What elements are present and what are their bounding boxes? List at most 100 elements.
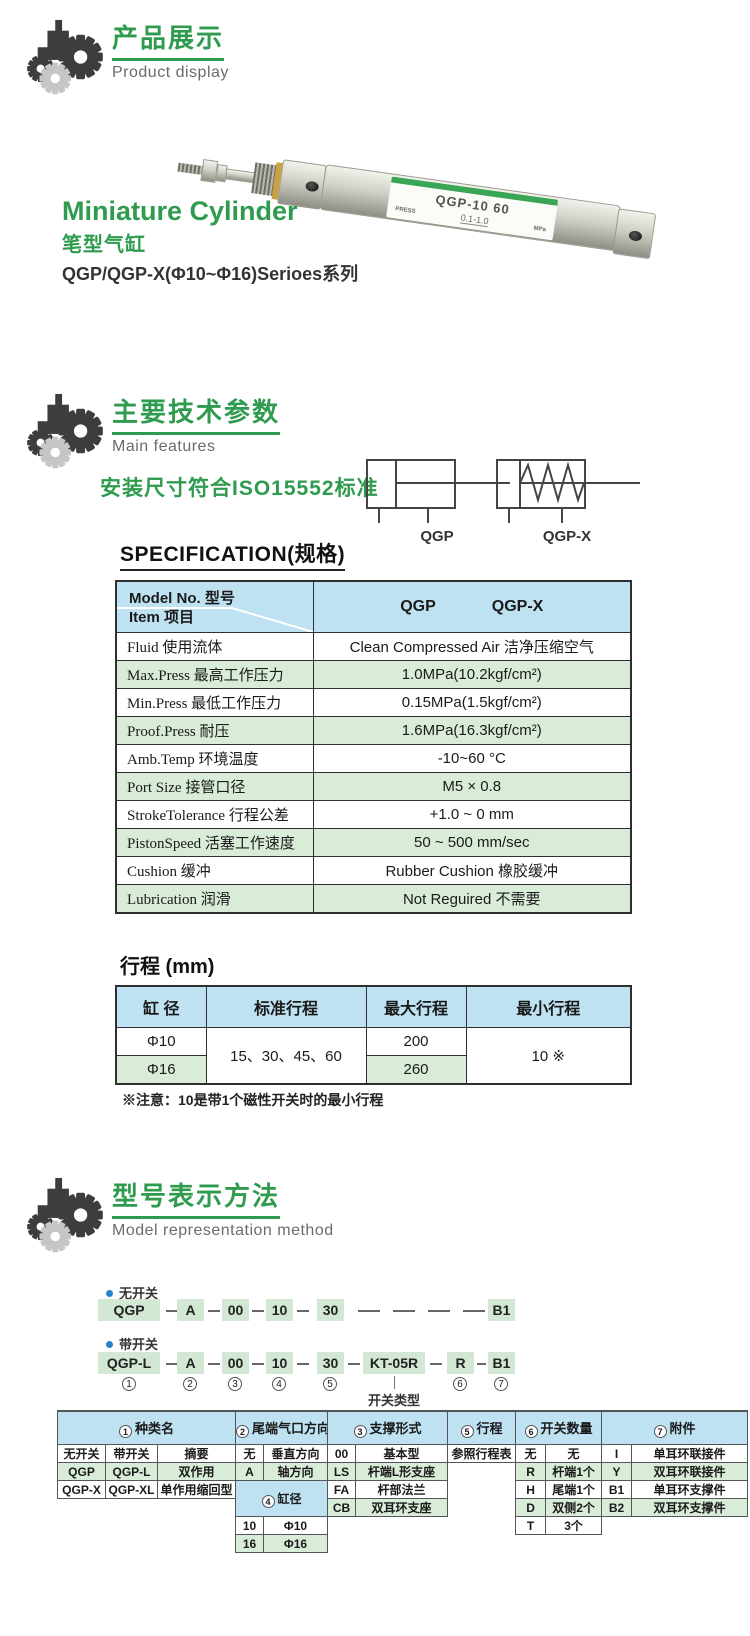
spec-value: Not Reguired 不需要 (312, 884, 632, 914)
min-stroke-cell: 10 ※ (465, 1027, 632, 1085)
circled-digit: 3 (228, 1377, 242, 1391)
mount-hole-rear (628, 230, 643, 242)
circled-digit: 5 (323, 1377, 337, 1391)
no-switch-label: 无开关 (119, 1286, 159, 1301)
tractor-gears-icon (26, 1176, 104, 1254)
spec-value: 1.0MPa(10.2kgf/cm²) (312, 660, 632, 689)
group-header-accessory: 7 附件 (601, 1410, 749, 1445)
code-dash (358, 1310, 380, 1312)
spec-row: Port Size 接管口径 M5 × 0.8 (115, 772, 632, 801)
spec-value: 0.15MPa(1.5kgf/cm²) (312, 688, 632, 717)
code-box: QGP (98, 1299, 160, 1321)
code-dash (463, 1310, 485, 1312)
stroke-header: 标准行程 (205, 985, 367, 1028)
code-dash (297, 1310, 309, 1312)
qgp-x-pneumatic-symbol (496, 459, 640, 523)
spec-table: Model No. 型号 Item 项目 QGP QGP-X Fluid 使用流… (115, 580, 632, 914)
option-table: 1 种类名 2 尾端气口方向 3 支撑形式 5 行程 6 开关数量 7 附件 无开关 带开关摘… (57, 1410, 749, 1553)
diagonal-divider (117, 607, 314, 632)
spec-label: Proof.Press 耐压 (115, 716, 314, 745)
code-box: 30 (317, 1352, 344, 1374)
option-row: QGP QGP-L 双作用 A 轴方向 LS 杆端L形支座 R 杆端1个 Y 双耳环联接件 (57, 1462, 749, 1481)
code-box: QGP-L (98, 1352, 160, 1374)
spec-row: Min.Press 最低工作压力 0.15MPa(1.5kgf/cm²) (115, 688, 632, 717)
spec-row: PistonSpeed 活塞工作速度 50 ~ 500 mm/sec (115, 828, 632, 857)
circled-digit: 1 (122, 1377, 136, 1391)
label-press-text: PRESS (394, 205, 416, 215)
circled-digit: 3 (353, 1425, 367, 1438)
code-box: B1 (488, 1299, 515, 1321)
code-dash (393, 1310, 415, 1312)
bullet-icon (106, 1341, 113, 1348)
spec-row: Max.Press 最高工作压力 1.0MPa(10.2kgf/cm²) (115, 660, 632, 689)
spec-row: Fluid 使用流体 Clean Compressed Air 洁净压缩空气 (115, 632, 632, 661)
barrel-label: QGP-10 60 PRESS 0.1-1.0 MPa (386, 176, 559, 241)
spec-row: Proof.Press 耐压 1.6MPa(16.3kgf/cm²) (115, 716, 632, 745)
corner-top-label: Model No. 型号 (129, 590, 235, 607)
stroke-title: 行程 (mm) (120, 956, 215, 978)
code-box: 30 (317, 1299, 344, 1321)
mount-hole-front (305, 180, 320, 193)
stroke-table: 缸 径 标准行程 最大行程 最小行程 Φ10 15、30、45、60 200 1… (115, 985, 632, 1085)
spec-value: Clean Compressed Air 洁净压缩空气 (312, 632, 632, 661)
spec-row: Lubrication 润滑 Not Reguired 不需要 (115, 884, 632, 914)
option-row: 10 Φ10 T 3个 (57, 1516, 748, 1535)
spec-value: -10~60 °C (312, 744, 632, 773)
section-subtitle: Product display (112, 64, 229, 81)
switch-pointer-line (394, 1376, 395, 1389)
spec-value: 50 ~ 500 mm/sec (312, 828, 632, 857)
group-header-kind: 1 种类名 (57, 1410, 236, 1445)
spec-row: Cushion 缓冲 Rubber Cushion 橡胶缓冲 (115, 856, 632, 885)
iso-standard-heading: 安装尺寸符合ISO15552标准 (100, 477, 379, 500)
section-title: 主要技术参数 (112, 392, 281, 435)
rear-block (612, 208, 657, 260)
section-title: 产品展示 (112, 18, 225, 61)
spec-row: Amb.Temp 环境温度 -10~60 °C (115, 744, 632, 773)
stroke-header: 最小行程 (465, 985, 632, 1028)
code-dash (430, 1363, 442, 1365)
code-dash (208, 1310, 220, 1312)
stroke-row: Φ16 260 (115, 1055, 631, 1085)
circled-digit: 4 (261, 1494, 275, 1508)
group-header-stroke: 5 行程 (447, 1410, 517, 1445)
code-dash (477, 1363, 486, 1365)
option-row: 16 Φ16 (57, 1534, 748, 1553)
group-header-support: 3 支撑形式 (327, 1410, 449, 1445)
max-stroke-cell: 200 (365, 1027, 467, 1056)
option-row: CB 双耳环支座 D 双侧2个 B2 双耳环支撑件 (57, 1498, 749, 1517)
spec-label: Port Size 接管口径 (115, 772, 314, 801)
section-subtitle: Main features (112, 438, 216, 455)
spec-label: Lubrication 润滑 (115, 884, 314, 914)
code-box: A (177, 1352, 204, 1374)
circled-digit: 7 (653, 1425, 667, 1438)
code-dash (348, 1363, 360, 1365)
spec-value: 1.6MPa(16.3kgf/cm²) (312, 716, 632, 745)
bore-cell: Φ16 (115, 1055, 207, 1085)
code-dash (166, 1310, 178, 1312)
spec-models-cell: QGP QGP-X (312, 580, 632, 633)
spec-label: StrokeTolerance 行程公差 (115, 800, 314, 829)
standard-stroke-cell: 15、30、45、60 (205, 1027, 367, 1085)
code-dash (252, 1310, 264, 1312)
code-box: 10 (266, 1299, 293, 1321)
spec-value: M5 × 0.8 (312, 772, 632, 801)
model-a-label: QGP (400, 598, 436, 615)
spec-label: Max.Press 最高工作压力 (115, 660, 314, 689)
code-box: 00 (222, 1352, 249, 1374)
code-box: R (447, 1352, 474, 1374)
section-main-features: 主要技术参数 Main features (26, 392, 281, 470)
section-subtitle: Model representation method (112, 1222, 334, 1239)
qgp-x-symbol-label: QGP-X (542, 528, 592, 545)
circled-digit: 5 (460, 1425, 474, 1438)
stroke-header: 最大行程 (365, 985, 467, 1028)
circled-digit: 7 (494, 1377, 508, 1391)
circled-digit: 2 (236, 1425, 249, 1438)
option-row: QGP-X QGP-XL 单作用缩回型 4 缸径 FA 杆部法兰 H 尾端1个 B1 单耳环… (57, 1480, 749, 1517)
code-dash (208, 1363, 220, 1365)
code-dash (297, 1363, 309, 1365)
code-box: B1 (488, 1352, 515, 1374)
code-box: 00 (222, 1299, 249, 1321)
code-box: KT-05R (363, 1352, 425, 1374)
barrel: QGP-10 60 PRESS 0.1-1.0 MPa (319, 164, 621, 252)
bore-cell: Φ10 (115, 1027, 207, 1056)
